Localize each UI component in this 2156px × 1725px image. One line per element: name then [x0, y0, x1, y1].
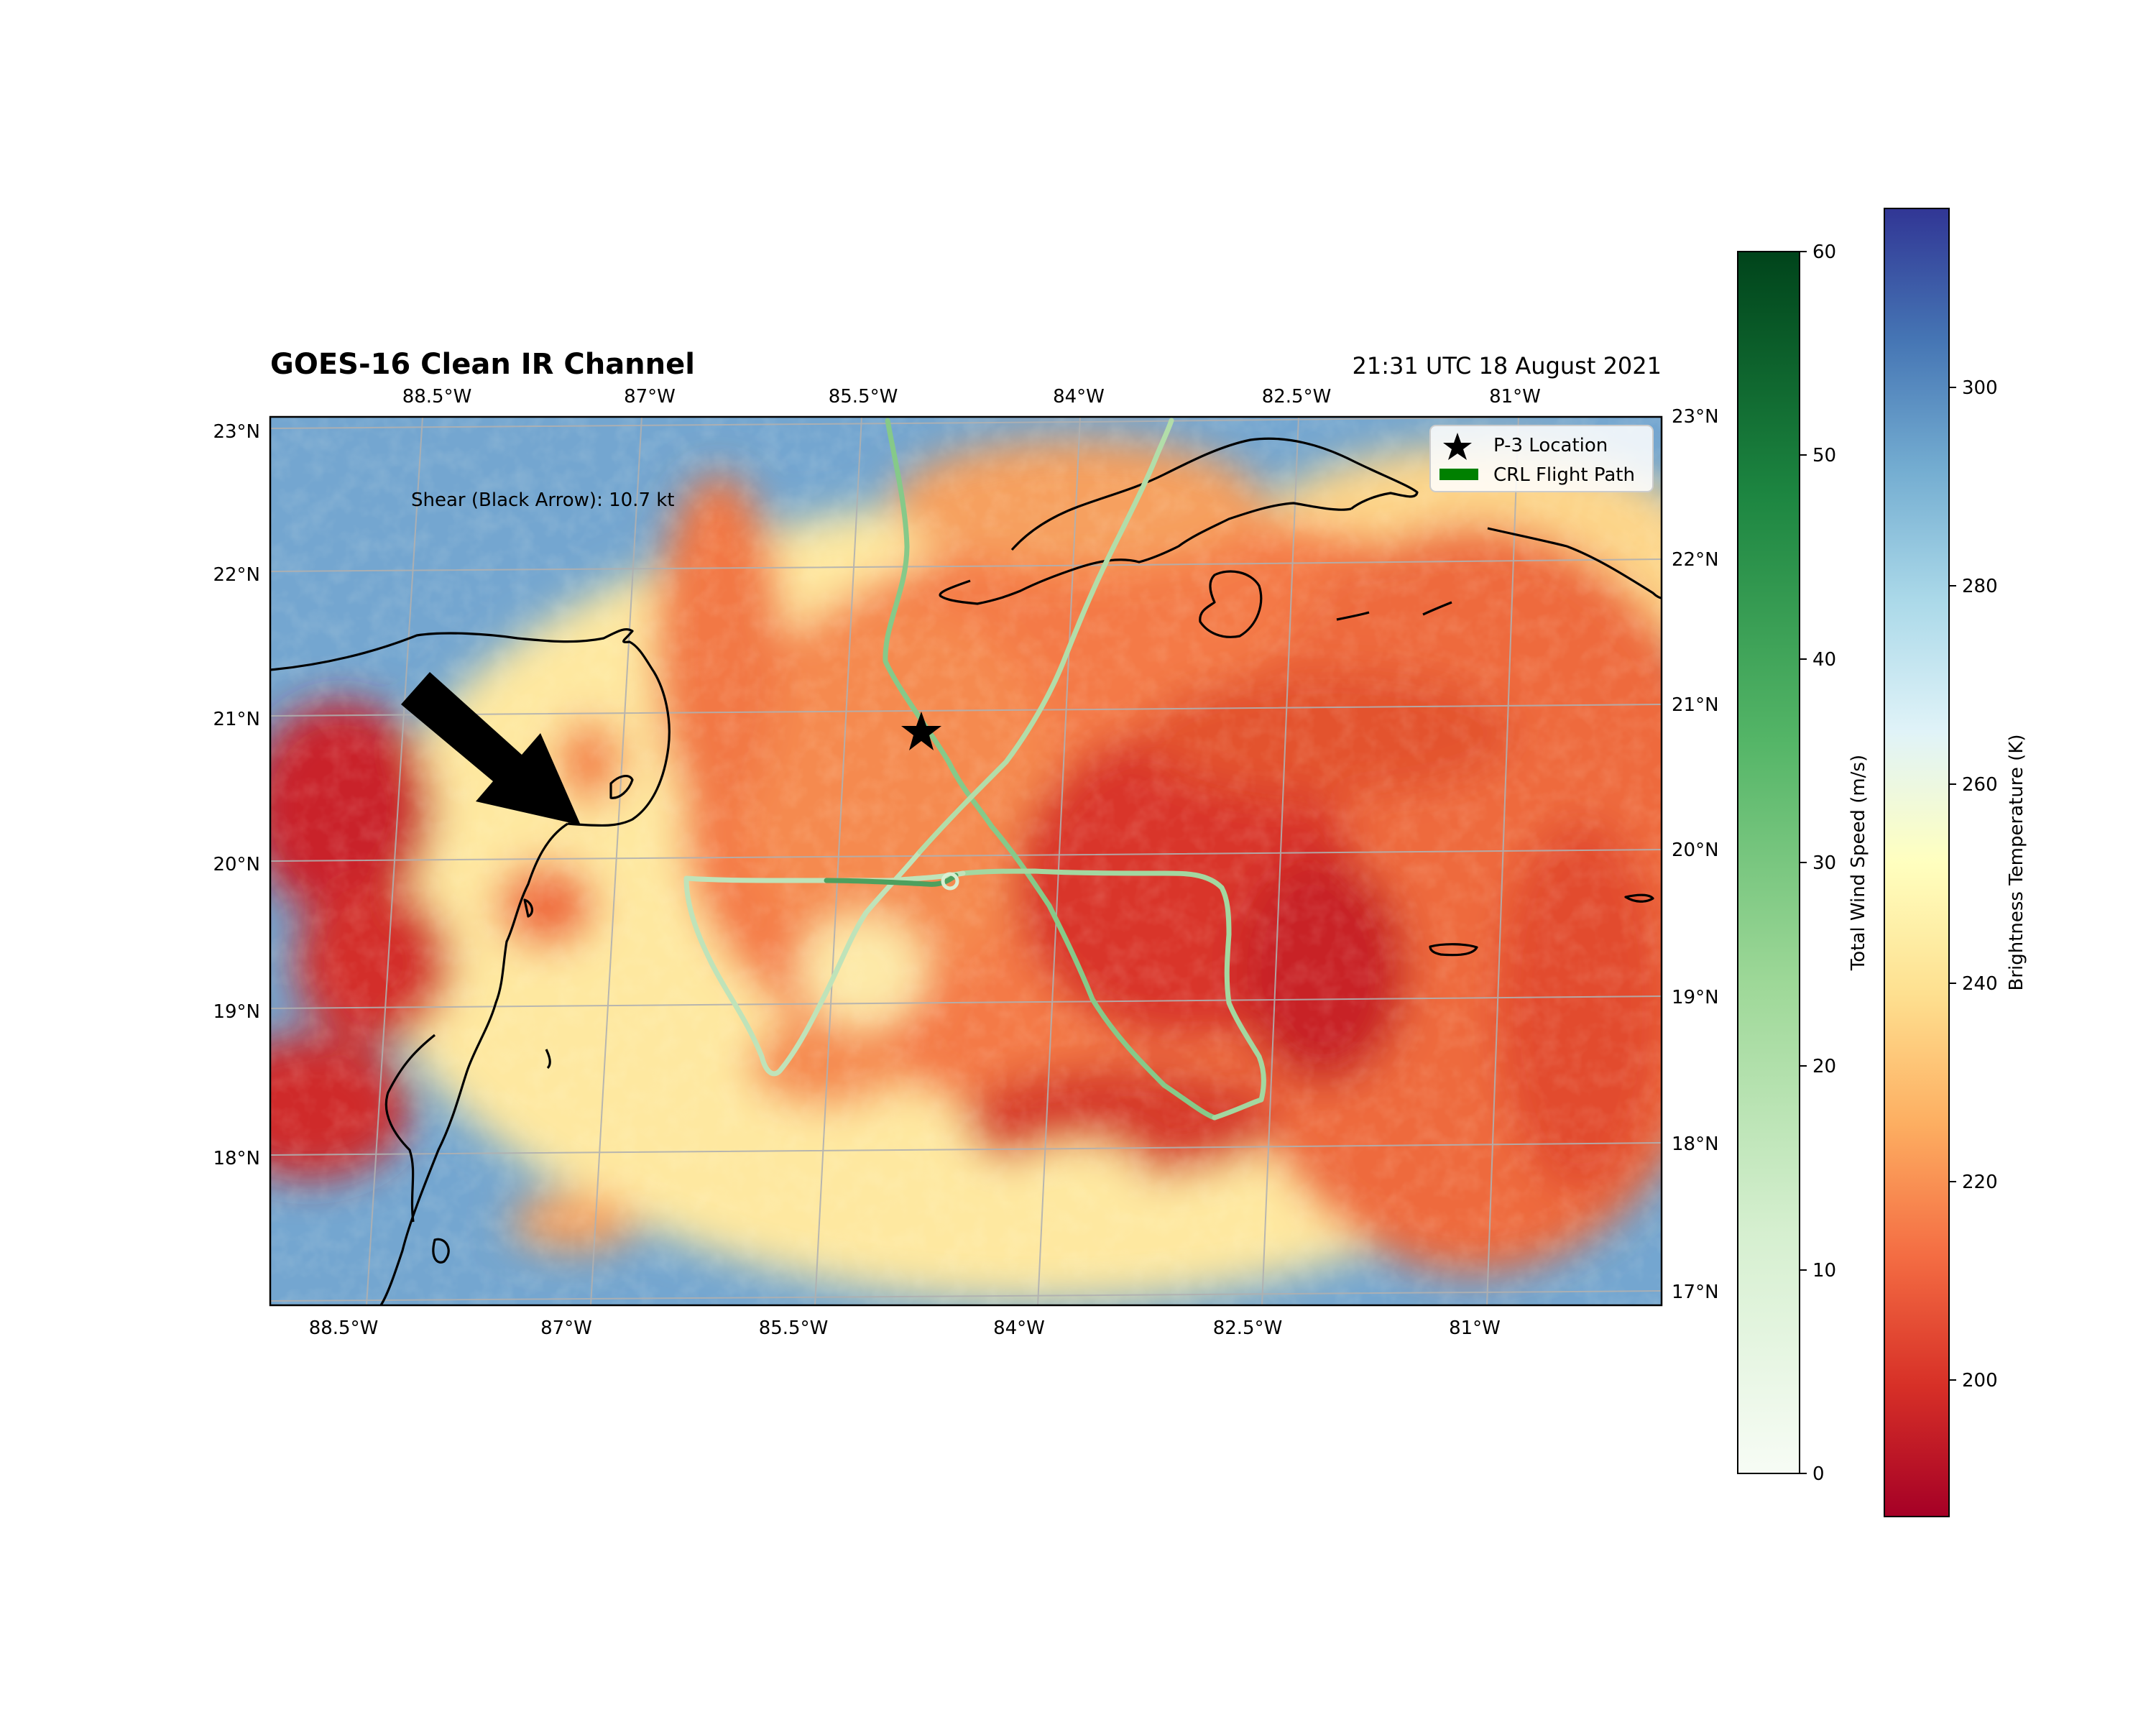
- top-lon-label: 82.5°W: [1262, 386, 1332, 408]
- wind-colorbar-label: Total Wind Speed (m/s): [1848, 755, 1869, 971]
- flight-segment-core: [824, 873, 959, 887]
- star-icon: [1443, 433, 1472, 460]
- bottom-lon-label: 82.5°W: [1213, 1317, 1283, 1339]
- flight-leg-northwest: [883, 418, 1217, 1121]
- left-lat-labels: 23°N 22°N 21°N 20°N 19°N 18°N: [213, 421, 260, 1169]
- flight-loop-knot: [941, 872, 959, 891]
- coastlines: [270, 437, 1662, 1305]
- right-lat-label: 22°N: [1672, 549, 1719, 571]
- bottom-lon-label: 81°W: [1449, 1317, 1501, 1339]
- crl-flight-path: [683, 418, 1266, 1121]
- temperature-tick-label: 260: [1962, 774, 1998, 796]
- legend-label-p3: P-3 Location: [1493, 435, 1608, 456]
- bottom-lon-label: 88.5°W: [309, 1317, 379, 1339]
- top-lon-label: 81°W: [1489, 386, 1541, 408]
- temperature-tick-label: 200: [1962, 1370, 1998, 1392]
- left-lat-label: 22°N: [213, 564, 260, 586]
- right-lat-label: 17°N: [1672, 1282, 1719, 1303]
- temperature-tick-label: 220: [1962, 1172, 1998, 1193]
- wind-tick-label: 0: [1812, 1463, 1825, 1485]
- map-frame: [269, 415, 1663, 1307]
- map-legend: P-3 Location CRL Flight Path: [1429, 425, 1654, 492]
- bottom-lon-label: 84°W: [993, 1317, 1045, 1339]
- bottom-lon-labels: 88.5°W 87°W 85.5°W 84°W 82.5°W 81°W: [309, 1317, 1501, 1339]
- top-lon-label: 85.5°W: [829, 386, 898, 408]
- left-lat-label: 18°N: [213, 1148, 260, 1169]
- right-lat-label: 18°N: [1672, 1133, 1719, 1155]
- bottom-lon-label: 85.5°W: [759, 1317, 829, 1339]
- top-lon-label: 88.5°W: [402, 386, 472, 408]
- top-lon-label: 87°W: [624, 386, 676, 408]
- line-patch: [1439, 469, 1478, 480]
- wind-tick-label: 30: [1812, 852, 1836, 874]
- temperature-colorbar-label: Brightness Temperature (K): [2006, 734, 2027, 990]
- flight-leg-southeast: [960, 868, 1266, 1121]
- right-lat-labels: 23°N 22°N 21°N 20°N 19°N 18°N 17°N: [1672, 406, 1719, 1303]
- figure-timestamp: 21:31 UTC 18 August 2021: [1353, 352, 1662, 380]
- shear-annotation: Shear (Black Arrow): 10.7 kt: [411, 489, 675, 511]
- right-lat-label: 21°N: [1672, 694, 1719, 716]
- bottom-lon-label: 87°W: [540, 1317, 592, 1339]
- shear-arrow: [401, 672, 581, 825]
- top-lon-labels: 88.5°W 87°W 85.5°W 84°W 82.5°W 81°W: [402, 386, 1541, 408]
- left-lat-label: 19°N: [213, 1001, 260, 1023]
- right-lat-label: 19°N: [1672, 987, 1719, 1008]
- temperature-tick-label: 280: [1962, 576, 1998, 597]
- left-lat-label: 23°N: [213, 421, 260, 443]
- wind-tick-label: 40: [1812, 649, 1836, 671]
- wind-colorbar: 0 10 20 30 40 50 60 Total Wind Speed (m/…: [1737, 242, 1869, 1485]
- wind-tick-label: 20: [1812, 1056, 1836, 1077]
- temperature-colorbar: 200 220 240 260 280 300 Brightness Tempe…: [1884, 208, 2027, 1517]
- temperature-colorbar-gradient: [1884, 208, 1950, 1517]
- legend-label-flight: CRL Flight Path: [1493, 464, 1635, 486]
- map-gridlines: [270, 417, 1662, 1305]
- legend-box: [1429, 425, 1654, 492]
- flight-leg-northeast: [917, 418, 1174, 855]
- wind-tick-label: 60: [1812, 242, 1836, 263]
- figure-title: GOES-16 Clean IR Channel: [270, 348, 695, 381]
- temperature-tick-label: 300: [1962, 377, 1998, 399]
- left-lat-label: 21°N: [213, 709, 260, 730]
- right-lat-label: 20°N: [1672, 840, 1719, 861]
- wind-tick-label: 10: [1812, 1260, 1836, 1282]
- map-panel: Shear (Black Arrow): 10.7 kt P-3 Locatio…: [270, 417, 1662, 1305]
- p3-location-star: [901, 712, 941, 750]
- right-lat-label: 23°N: [1672, 406, 1719, 428]
- wind-tick-label: 50: [1812, 445, 1836, 466]
- temperature-tick-label: 240: [1962, 973, 1998, 995]
- top-lon-label: 84°W: [1053, 386, 1105, 408]
- left-lat-label: 20°N: [213, 854, 260, 875]
- wind-colorbar-gradient: [1737, 251, 1800, 1474]
